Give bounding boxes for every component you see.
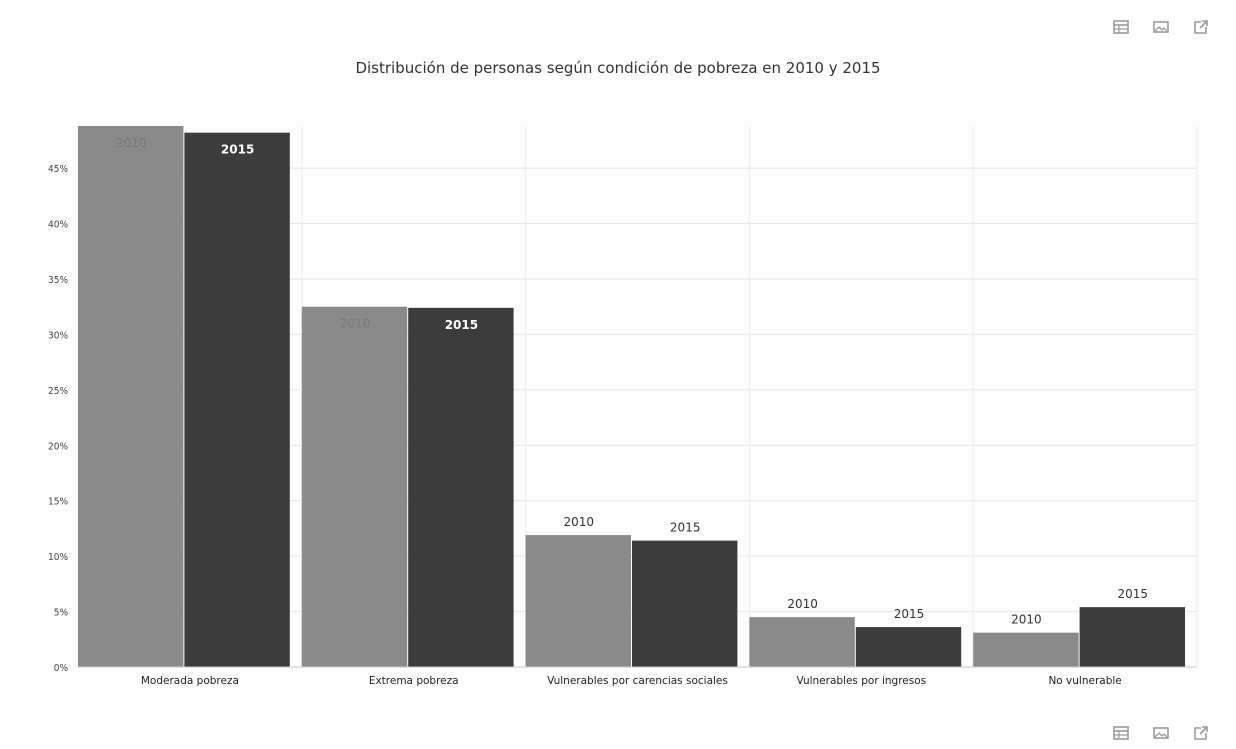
y-tick-label: 25%: [48, 386, 68, 397]
chart-toolbar-top: [1112, 18, 1210, 36]
image-icon[interactable]: [1152, 724, 1170, 742]
external-link-icon[interactable]: [1192, 18, 1210, 36]
bars: [78, 126, 1185, 668]
bar-2015[interactable]: [855, 627, 962, 667]
y-tick-label: 30%: [48, 330, 68, 341]
y-axis: 0% 5% 10% 15% 20% 25% 30% 35% 40% 45%: [48, 164, 68, 674]
y-tick-label: 20%: [48, 441, 68, 452]
data-label: 2015: [1118, 587, 1149, 601]
bar-2010[interactable]: [525, 535, 631, 667]
bar-2010[interactable]: [78, 126, 184, 667]
y-tick-label: 45%: [48, 164, 68, 175]
data-label: 2015: [445, 318, 478, 332]
data-label: 2010: [116, 136, 147, 150]
data-label: 2010: [564, 515, 595, 529]
table-icon[interactable]: [1112, 724, 1130, 742]
bar-2015[interactable]: [1079, 607, 1185, 667]
chart-toolbar-bottom: [1112, 724, 1210, 742]
image-icon[interactable]: [1152, 18, 1170, 36]
x-category-label: No vulnerable: [1048, 675, 1121, 687]
data-label: 2015: [670, 521, 701, 535]
x-category-label: Moderada pobreza: [141, 675, 239, 687]
table-icon[interactable]: [1112, 18, 1130, 36]
data-label: 2010: [1011, 613, 1042, 627]
y-tick-label: 40%: [48, 220, 68, 231]
bar-2010[interactable]: [749, 617, 855, 667]
data-label: 2010: [340, 317, 371, 331]
bar-2015[interactable]: [632, 540, 738, 667]
bar-2010[interactable]: [973, 632, 1079, 667]
data-labels: 2010 2015 2010 2015 2010 2015 2010 2015 2010 2015: [116, 136, 1148, 627]
data-label: 2015: [894, 607, 925, 621]
y-tick-label: 5%: [54, 608, 69, 619]
y-tick-label: 0%: [54, 663, 69, 674]
bar-2015[interactable]: [408, 307, 514, 667]
external-link-icon[interactable]: [1192, 724, 1210, 742]
y-tick-label: 15%: [48, 497, 68, 508]
x-axis: Moderada pobreza Extrema pobreza Vulnerabl…: [78, 666, 1197, 687]
x-category-label: Extrema pobreza: [369, 675, 459, 687]
chart-title: Distribución de personas según condición…: [355, 59, 880, 77]
data-label: 2015: [221, 143, 254, 157]
data-label: 2010: [787, 597, 818, 611]
y-tick-label: 10%: [48, 552, 68, 563]
bar-2010[interactable]: [301, 306, 408, 667]
y-tick-label: 35%: [48, 275, 68, 286]
bar-2015[interactable]: [184, 132, 290, 668]
x-category-label: Vulnerables por carencias sociales: [547, 675, 728, 687]
x-category-label: Vulnerables por ingresos: [796, 675, 926, 687]
